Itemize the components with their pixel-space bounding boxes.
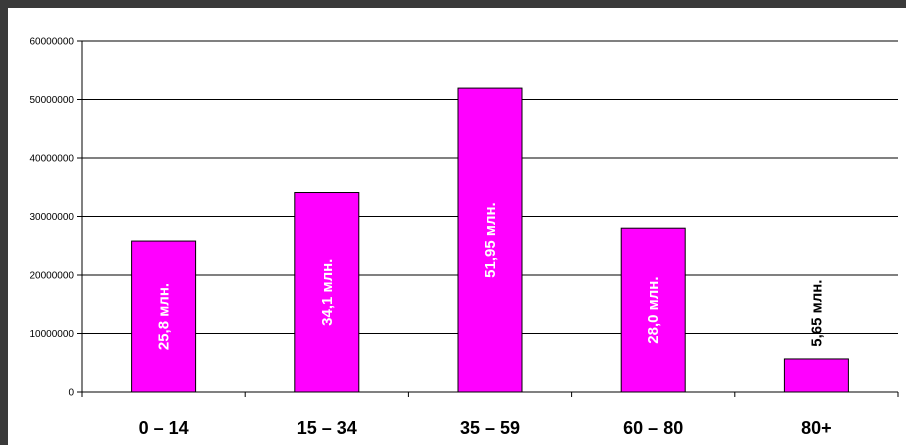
data-label: 51,95 млн. xyxy=(482,202,499,278)
x-tick-label: 60 – 80 xyxy=(623,418,683,438)
bar xyxy=(457,87,523,393)
x-tick-label: 35 – 59 xyxy=(460,418,520,438)
x-tick-label: 15 – 34 xyxy=(297,418,357,438)
x-tick-label: 80+ xyxy=(801,418,832,438)
bars xyxy=(131,87,849,393)
bar xyxy=(131,240,197,393)
data-label: 25,8 млн. xyxy=(156,283,173,350)
data-label: 5,65 млн. xyxy=(808,280,825,347)
x-axis-ticks: 0 – 14 15 – 34 35 – 59 60 – 80 80+ xyxy=(81,392,899,438)
y-tick-label: 20000000 xyxy=(30,271,75,282)
y-tick-label: 30000000 xyxy=(30,212,75,223)
y-tick-label: 50000000 xyxy=(30,95,75,106)
y-tick-label: 60000000 xyxy=(30,37,75,48)
y-tick-label: 10000000 xyxy=(30,329,75,340)
y-axis-ticks: 0 10000000 20000000 30000000 40000000 5000000… xyxy=(30,37,82,399)
bar xyxy=(294,192,360,393)
x-tick-label: 0 – 14 xyxy=(139,418,189,438)
data-labels: 25,8 млн. 34,1 млн. 51,95 млн. 28,0 млн. 5,6… xyxy=(156,202,826,350)
bar xyxy=(783,358,849,393)
y-tick-label: 40000000 xyxy=(30,154,75,165)
data-label: 34,1 млн. xyxy=(319,259,336,326)
chart-frame: 0 10000000 20000000 30000000 40000000 5000000… xyxy=(8,8,906,445)
bar-chart: 0 10000000 20000000 30000000 40000000 5000000… xyxy=(30,37,899,438)
data-label: 28,0 млн. xyxy=(645,276,662,343)
y-tick-label: 0 xyxy=(68,388,74,399)
